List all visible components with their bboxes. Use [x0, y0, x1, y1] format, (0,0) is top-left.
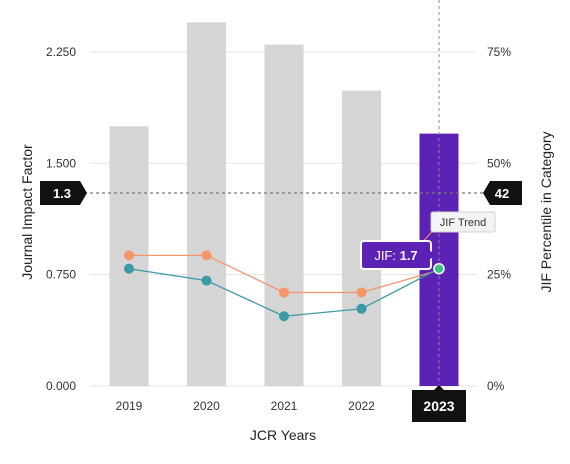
- y-tick-label: 2.250: [46, 45, 76, 59]
- x-tick-label: 2019: [116, 399, 143, 413]
- trend-point: [356, 303, 367, 314]
- trend-lines: [124, 250, 445, 322]
- right-axis-ticks: 0% 25% 50% 75%: [487, 45, 511, 393]
- reference-left-label: 1.3: [53, 186, 71, 201]
- bars: [109, 22, 459, 387]
- jif-tooltip: JIF Trend JIF: 1.7: [360, 211, 496, 270]
- reference-line-group: 1.3 42: [40, 0, 522, 398]
- trend-point: [279, 287, 289, 298]
- reference-right-label: 42: [495, 186, 509, 201]
- trend-point: [279, 311, 289, 322]
- trend-label-box: [430, 211, 496, 233]
- y2-tick-label: 25%: [487, 268, 511, 282]
- x-axis-ticks: 2019 2020 2021 2022 2023: [116, 385, 466, 422]
- x-tick-label: 2020: [193, 399, 220, 413]
- bar-2021: [264, 44, 304, 387]
- x-tick-label: 2022: [348, 399, 375, 413]
- x-tick-badge-arrow: [434, 385, 444, 390]
- bar-2020: [187, 22, 226, 387]
- trend-point: [124, 250, 134, 261]
- trend-point: [201, 275, 212, 286]
- bar-2022: [342, 90, 381, 387]
- jif-value-number: 1.7: [400, 248, 418, 263]
- y-tick-label: 1.500: [46, 156, 76, 170]
- x-tick-label-highlight: 2023: [423, 398, 454, 414]
- jif-value-box-arrow: [429, 250, 436, 260]
- trend-point: [124, 263, 134, 274]
- left-axis-ticks: 0.000 0.750 1.500 2.250: [46, 45, 76, 393]
- y-tick-label: 0.750: [46, 268, 76, 282]
- x-tick-label: 2021: [271, 399, 298, 413]
- trend-point: [433, 262, 445, 275]
- trend-point: [356, 287, 367, 298]
- reference-left-badge: [40, 181, 87, 205]
- reference-right-badge: [483, 181, 522, 205]
- jif-value-prefix: JIF:: [374, 248, 399, 263]
- y-tick-label: 0.000: [46, 379, 76, 393]
- trend-point: [201, 250, 212, 261]
- trend-label: JIF Trend: [440, 217, 486, 229]
- y2-tick-label: 75%: [487, 45, 511, 59]
- x-tick-highlight-badge: [412, 390, 466, 422]
- y2-tick-label: 50%: [487, 156, 511, 170]
- y2-axis-title: JIF Percentile in Category: [538, 131, 554, 292]
- y2-tick-label: 0%: [487, 379, 505, 393]
- x-axis-title: JCR Years: [250, 427, 316, 443]
- y-axis-title: Journal Impact Factor: [19, 144, 35, 280]
- jif-value-text: JIF: 1.7: [374, 248, 417, 263]
